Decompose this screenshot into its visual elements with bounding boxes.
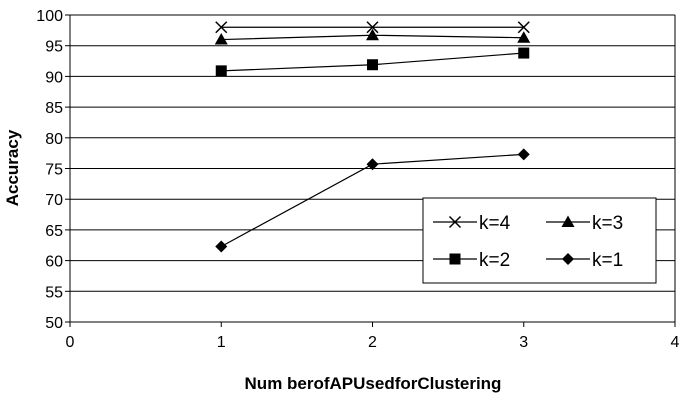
- data-point: [366, 21, 379, 34]
- data-point: [517, 31, 531, 43]
- legend-label: k=3: [592, 213, 623, 234]
- data-point: [518, 47, 530, 59]
- legend-item: k=3: [546, 213, 623, 234]
- tick-labels: 50 55 60 65 70 75 80 85 90 95 100 0 1 2 3 4: [36, 8, 679, 351]
- legend-item: k=4: [433, 213, 511, 234]
- data-point: [215, 240, 228, 253]
- y-tick-label: 90: [45, 69, 63, 86]
- y-tick-label: 80: [45, 131, 63, 148]
- legend-marker: [449, 253, 461, 265]
- data-point: [517, 21, 530, 34]
- y-tick-label: 75: [45, 162, 63, 179]
- y-tick-label: 65: [45, 223, 63, 240]
- data-point: [366, 28, 379, 41]
- series-layer: [214, 21, 531, 253]
- x-axis-title: Num berofAPUsedforClustering: [245, 374, 502, 393]
- y-tick-label: 100: [36, 8, 63, 25]
- legend-label: k=1: [592, 250, 623, 271]
- x-tick-label: 0: [66, 334, 75, 351]
- legend-marker: [562, 253, 574, 265]
- y-tick-label: 85: [45, 100, 63, 117]
- data-point: [366, 158, 379, 171]
- x-tick-label: 2: [368, 334, 377, 351]
- legend-marker: [561, 215, 575, 227]
- y-tick-label: 60: [45, 254, 63, 271]
- legend-box: [422, 197, 657, 284]
- legend-item: k=1: [546, 250, 623, 271]
- data-point: [215, 21, 228, 34]
- data-point: [367, 59, 378, 71]
- y-tick-label: 50: [45, 315, 63, 332]
- data-point: [517, 148, 530, 161]
- legend-label: k=4: [479, 213, 511, 234]
- legend: k=4 k=3 k=2 k=1: [422, 197, 657, 284]
- legend-label: k=2: [479, 250, 510, 271]
- y-tick-label: 95: [45, 39, 63, 56]
- legend-item: k=2: [433, 250, 510, 271]
- series-k-4: [215, 21, 530, 34]
- series-k-1: [215, 148, 530, 253]
- x-tick-label: 4: [671, 334, 680, 351]
- series-k-2: [215, 47, 530, 77]
- x-tick-label: 3: [519, 334, 528, 351]
- data-point: [214, 33, 228, 45]
- y-tick-label: 70: [45, 192, 63, 209]
- axes: [65, 14, 676, 327]
- y-axis-title: Accuracy: [3, 129, 22, 206]
- data-point: [215, 65, 227, 77]
- x-tick-label: 1: [217, 334, 226, 351]
- series-k-3: [214, 28, 531, 45]
- y-tick-label: 55: [45, 284, 63, 301]
- legend-marker: [448, 215, 462, 229]
